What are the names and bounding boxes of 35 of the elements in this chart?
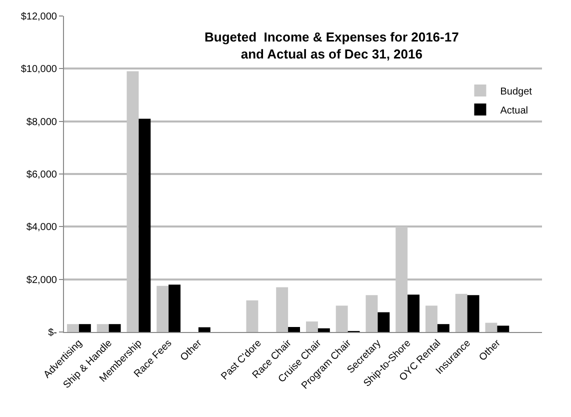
bar <box>366 295 378 332</box>
bar <box>198 327 210 332</box>
bar <box>336 306 348 332</box>
bar <box>96 324 109 332</box>
bar <box>126 71 139 332</box>
bar <box>378 312 390 332</box>
bar <box>168 284 181 332</box>
bar <box>318 328 330 332</box>
bar <box>437 324 450 332</box>
bar <box>425 306 438 332</box>
bar <box>276 287 288 332</box>
bar <box>108 324 121 332</box>
bar <box>408 294 420 332</box>
y-tick-label: $12,000 <box>20 12 58 22</box>
y-tick-label: $10,000 <box>20 64 58 76</box>
legend-label: Actual <box>500 105 528 116</box>
y-tick-label: $2,000 <box>26 274 58 286</box>
y-tick-label: $- <box>48 328 57 338</box>
bar <box>455 294 468 332</box>
bar <box>246 300 258 332</box>
bar <box>66 324 79 332</box>
bar <box>78 324 91 332</box>
legend-label: Budget <box>500 86 532 98</box>
bar <box>467 295 480 332</box>
y-tick-label: $8,000 <box>26 116 58 128</box>
bar <box>156 286 169 332</box>
bar <box>485 322 498 332</box>
text: Bugeted Income & Expenses for 2016-17 and Actual as of Dec 31, 2016 <box>204 30 459 62</box>
y-tick-label: $6,000 <box>26 170 58 180</box>
bar <box>288 327 300 332</box>
bar <box>138 118 151 332</box>
bar <box>396 226 408 332</box>
bar <box>497 326 510 332</box>
bar <box>306 321 318 332</box>
y-tick-label: $4,000 <box>26 222 58 234</box>
